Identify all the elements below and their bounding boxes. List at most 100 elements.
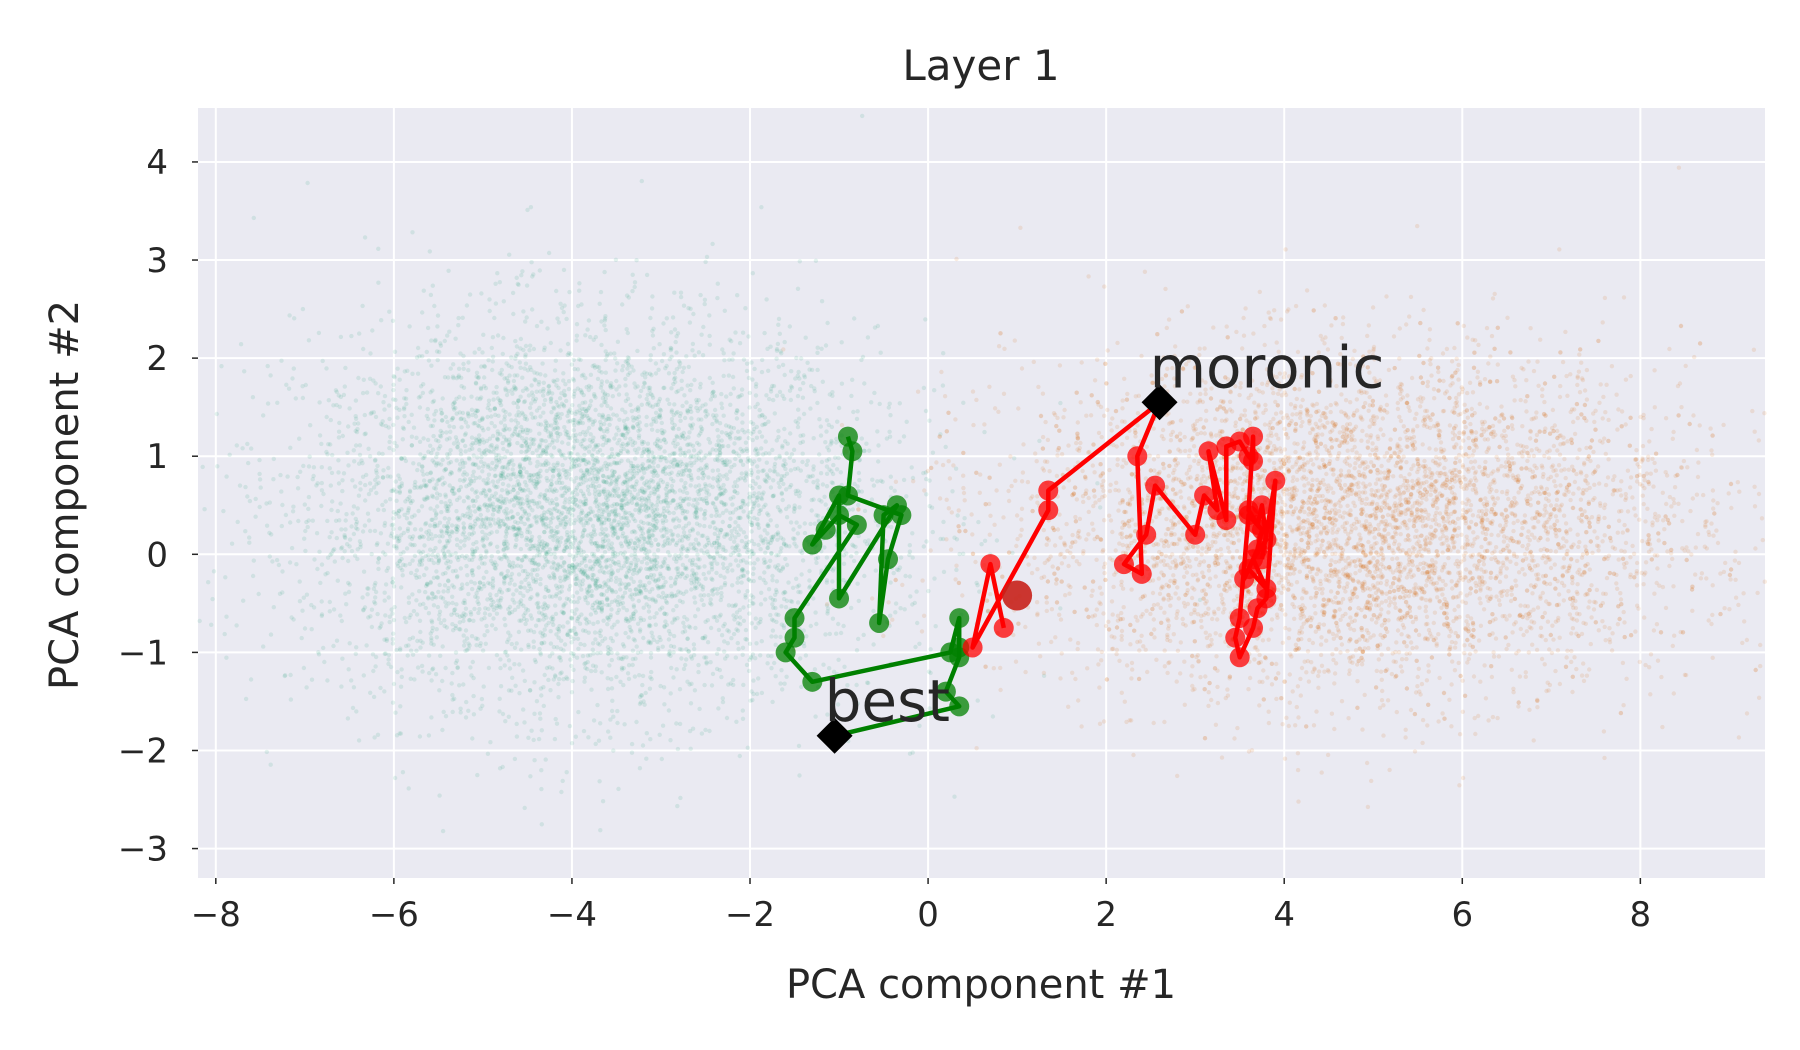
cloud-point [414, 598, 419, 603]
cloud-point [790, 585, 796, 590]
cloud-point [683, 480, 688, 486]
cloud-point [471, 469, 476, 474]
cloud-point [581, 457, 586, 463]
cloud-point [531, 639, 536, 644]
cloud-point [521, 487, 526, 493]
cloud-point [291, 366, 296, 371]
cloud-point [381, 468, 386, 473]
cloud-point [577, 518, 582, 523]
cloud-point [598, 289, 604, 295]
cloud-point [649, 373, 654, 378]
cloud-point [269, 532, 274, 537]
cloud-point [841, 553, 847, 558]
cloud-point [799, 684, 804, 690]
cloud-point [533, 623, 539, 628]
cloud-point [354, 519, 360, 525]
cloud-point [485, 476, 490, 482]
cloud-point [315, 566, 320, 572]
cloud-point [336, 470, 341, 475]
cloud-point [723, 423, 729, 428]
cloud-point [300, 608, 305, 613]
cloud-point [701, 602, 706, 608]
cloud-point [490, 335, 496, 340]
cloud-point [750, 271, 755, 276]
cloud-point [752, 561, 757, 566]
cloud-point [657, 635, 662, 640]
cloud-point [387, 416, 392, 422]
cloud-point [733, 330, 738, 335]
cloud-point [497, 280, 502, 285]
cloud-point [538, 576, 543, 582]
cloud-point [353, 651, 358, 657]
cloud-point [588, 372, 594, 377]
cloud-point [373, 477, 378, 483]
cloud-point [366, 446, 371, 451]
cloud-point [391, 516, 396, 521]
cloud-point [368, 351, 373, 356]
cloud-point [337, 420, 342, 426]
cloud-point [265, 363, 270, 369]
cloud-point [410, 543, 415, 548]
cloud-point [477, 438, 483, 444]
cloud-point [485, 405, 490, 411]
cloud-point [651, 511, 657, 516]
cloud-point [586, 425, 592, 431]
cloud-point [438, 462, 444, 467]
cloud-point [571, 667, 576, 672]
cloud-point [729, 636, 734, 641]
cloud-point [476, 610, 481, 616]
cloud-point [598, 419, 603, 425]
cloud-point [644, 756, 649, 761]
cloud-point [595, 620, 600, 625]
cloud-point [593, 741, 598, 747]
cloud-point [813, 610, 818, 615]
cloud-point [975, 698, 980, 703]
cloud-point [729, 529, 734, 534]
cloud-point [714, 419, 719, 424]
cloud-point [776, 568, 782, 573]
cloud-point [766, 368, 771, 373]
cloud-point [711, 555, 716, 560]
cloud-point [338, 501, 343, 506]
cloud-point [430, 596, 435, 601]
cloud-point [490, 359, 495, 364]
cloud-point [797, 505, 802, 510]
cloud-point [788, 520, 794, 525]
cloud-point [681, 530, 687, 535]
cloud-point [502, 663, 507, 668]
cloud-point [625, 416, 630, 422]
cloud-point [467, 292, 473, 297]
cloud-point [595, 475, 601, 480]
cloud-point [770, 597, 776, 602]
cloud-point [684, 554, 689, 559]
cloud-point [630, 272, 635, 277]
cloud-point [688, 746, 693, 751]
cloud-point [590, 647, 595, 652]
cloud-point [669, 583, 674, 589]
cloud-point [762, 570, 767, 575]
cloud-point [604, 565, 609, 570]
cloud-point [702, 564, 707, 569]
cloud-point [349, 678, 354, 683]
cloud-point [470, 412, 475, 418]
cloud-point [546, 677, 551, 683]
cloud-point [709, 683, 715, 688]
cloud-point [783, 556, 788, 562]
cloud-point [471, 693, 476, 699]
cloud-point [736, 436, 741, 441]
cloud-point [795, 584, 800, 589]
cloud-point [620, 534, 625, 539]
cloud-point [688, 404, 693, 409]
cloud-point [576, 303, 581, 309]
cloud-point [491, 616, 496, 621]
cloud-point [479, 291, 484, 296]
cloud-point [418, 485, 423, 490]
cloud-point [553, 583, 559, 588]
cloud-point [898, 555, 904, 560]
cloud-point [719, 590, 724, 596]
cloud-point [346, 424, 351, 429]
cloud-point [605, 686, 611, 692]
cloud-point [410, 592, 415, 597]
cloud-point [430, 423, 435, 429]
cloud-point [563, 472, 568, 477]
